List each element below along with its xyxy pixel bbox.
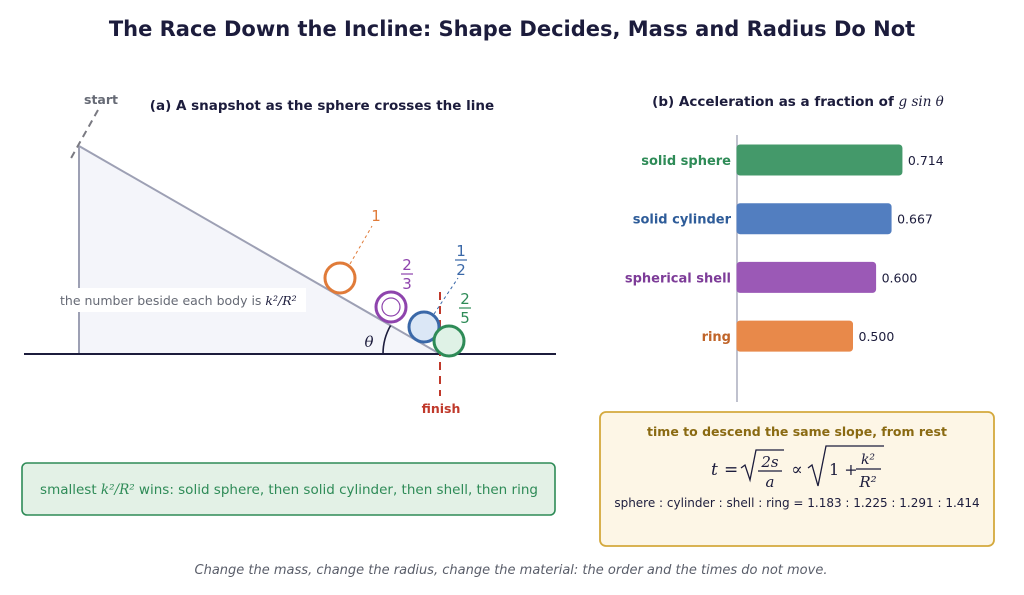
panel-a-subtitle: (a) A snapshot as the sphere crosses the…: [150, 98, 494, 114]
figure-title: The Race Down the Incline: Shape Decides…: [109, 17, 915, 41]
body-solid-cylinder-outline: [407, 310, 441, 344]
chart-title-math: g sin θ: [899, 94, 944, 110]
chart-title: (b) Acceleration as a fraction of g sin …: [652, 94, 944, 110]
bar-value-solid-cylinder: 0.667: [897, 212, 933, 227]
body-solid-cylinder: 12: [407, 242, 467, 344]
footer-note: Change the mass, change the radius, chan…: [195, 563, 828, 578]
conclusion-math: k²/R²: [101, 482, 135, 498]
body-solid-cylinder-leader: [433, 277, 459, 315]
conclusion-box: [21, 462, 556, 516]
formula-prop: ∝: [791, 460, 803, 480]
formula-lhs: t: [711, 460, 718, 480]
bar-label-ring: ring: [702, 330, 731, 345]
note-math: k²/R²: [265, 293, 296, 308]
body-spherical-shell-inner: [381, 297, 401, 317]
body-solid-sphere-den: 5: [460, 309, 470, 327]
formula-frac-num: 2s: [760, 453, 779, 471]
bar-solid-cylinder: [736, 203, 892, 235]
conclusion-text: smallest k²/R² wins: solid sphere, then …: [40, 482, 538, 498]
finish-label: finish: [422, 401, 461, 416]
bar-value-spherical-shell: 0.600: [882, 270, 918, 285]
note-background: [56, 288, 306, 312]
formula-one-plus: 1 +: [829, 460, 858, 479]
panel-b: (b) Acceleration as a fraction of g sin …: [625, 94, 944, 402]
body-spherical-shell-num: 2: [402, 256, 412, 274]
bar-solid-sphere: [736, 144, 903, 176]
body-spherical-shell-den: 3: [402, 275, 412, 293]
body-spherical-shell: 23: [374, 256, 413, 324]
bar-ring: [736, 320, 853, 352]
bar-label-solid-sphere: solid sphere: [641, 154, 731, 169]
bar-value-solid-sphere: 0.714: [908, 153, 944, 168]
time-box-frame: [599, 411, 995, 547]
start-label: start: [84, 92, 118, 107]
body-solid-cylinder-den: 2: [456, 261, 466, 279]
bar-spherical-shell: [736, 261, 877, 293]
note-text: the number beside each body is k²/R²: [60, 293, 297, 308]
bar-series: solid sphere 0.714 solid cylinder 0.667 sphe…: [625, 144, 944, 352]
time-box: time to descend the same slope, from res…: [599, 411, 995, 547]
incline-slope-line: [78, 145, 441, 355]
time-ratio-text: sphere : cylinder : shell : ring = 1.183…: [614, 496, 979, 510]
formula-equals: =: [724, 460, 738, 480]
body-ring-outline: [323, 261, 357, 295]
formula-k2: k²: [861, 452, 875, 468]
body-ring: 1: [323, 207, 381, 295]
panel-a: (a) A snapshot as the sphere crosses the…: [21, 92, 556, 516]
start-marker-line: [69, 109, 99, 161]
body-solid-cylinder-num: 1: [456, 242, 466, 260]
time-box-title: time to descend the same slope, from res…: [647, 424, 947, 439]
body-solid-sphere-num: 2: [460, 290, 470, 308]
formula-sqrt-1: [740, 449, 784, 483]
angle-arc: [382, 325, 392, 355]
body-solid-sphere-outline: [432, 324, 466, 358]
bar-label-spherical-shell: spherical shell: [625, 271, 731, 286]
time-formula: t = 2s a ∝ 1 + k² R²: [711, 445, 884, 491]
formula-frac-den: a: [766, 473, 775, 491]
bar-value-ring: 0.500: [859, 329, 895, 344]
body-ring-num: 1: [371, 207, 381, 225]
body-ring-leader: [349, 225, 373, 265]
formula-sqrt-2: [807, 445, 884, 487]
body-solid-sphere: 25: [432, 290, 471, 358]
angle-label: θ: [364, 333, 373, 351]
bar-label-solid-cylinder: solid cylinder: [633, 213, 732, 228]
formula-R2: R²: [858, 473, 876, 491]
